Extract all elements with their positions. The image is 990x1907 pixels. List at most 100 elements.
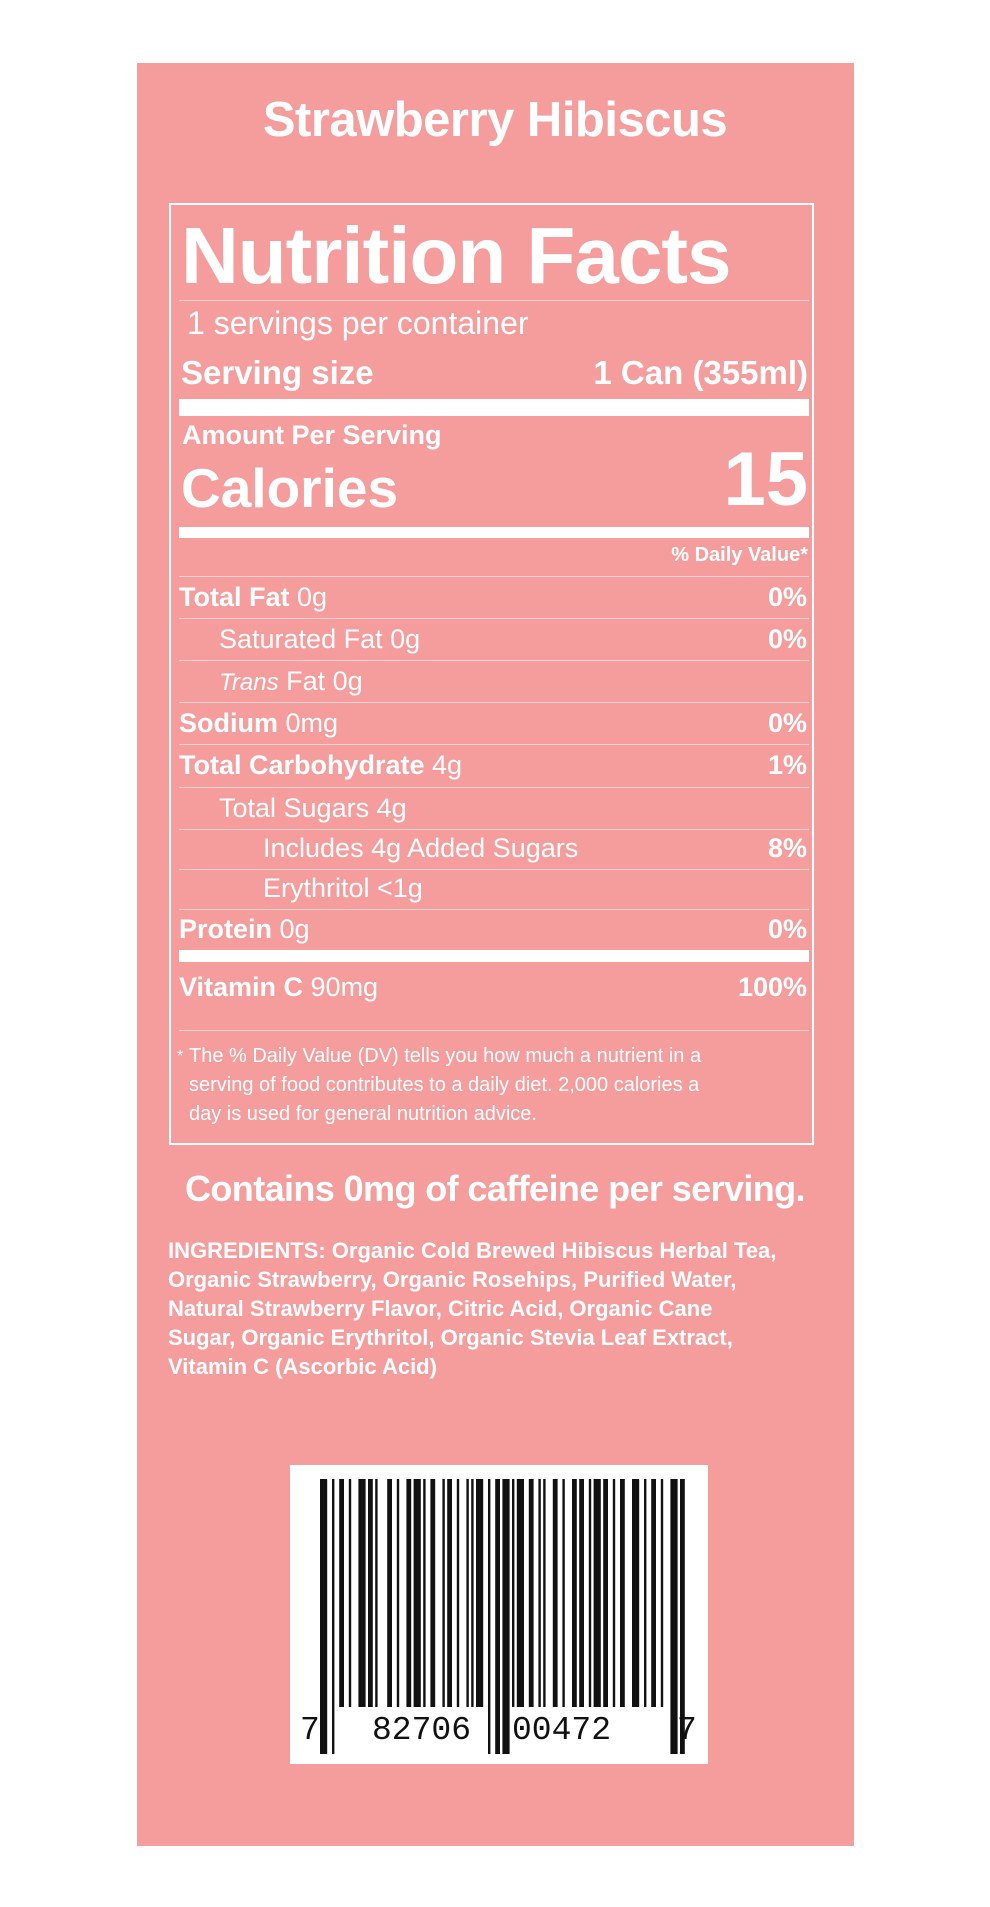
barcode-bar — [488, 1479, 491, 1754]
divider — [179, 702, 809, 703]
barcode-bar — [543, 1479, 546, 1707]
ingredients-list: INGREDIENTS: Organic Cold Brewed Hibiscu… — [168, 1236, 848, 1381]
barcode-bar — [406, 1479, 412, 1707]
barcode-bars — [320, 1479, 685, 1754]
barcode-bar — [562, 1479, 565, 1707]
nutrient-daily-value: 0% — [767, 582, 807, 612]
nutrient-name: Protein 0g — [179, 914, 310, 944]
barcode-bar — [466, 1479, 469, 1707]
barcode-bar — [680, 1479, 685, 1754]
thick-divider — [179, 399, 809, 416]
barcode-bar — [368, 1479, 373, 1707]
barcode-digit-last: 7 — [677, 1712, 697, 1749]
divider — [179, 300, 809, 301]
nutrient-row-total-carbohydrate: Total Carbohydrate 4g 1% — [179, 750, 809, 784]
barcode-bar — [348, 1479, 352, 1707]
barcode-bar — [423, 1479, 426, 1707]
nutrient-row-protein: Protein 0g 0% — [179, 914, 809, 948]
barcode-bar — [495, 1479, 500, 1754]
nutrient-row-total-fat: Total Fat 0g 0% — [179, 582, 809, 616]
caffeine-statement: Contains 0mg of caffeine per serving. — [185, 1168, 806, 1209]
nutrient-daily-value: 0% — [767, 914, 807, 944]
nutrient-row-saturated-fat: Saturated Fat 0g 0% — [179, 624, 809, 658]
serving-size-label: Serving size — [181, 354, 374, 391]
nutrient-row-trans-fat: Trans Fat 0g — [179, 666, 809, 700]
barcode-bar — [476, 1479, 484, 1707]
daily-value-header: % Daily Value* — [671, 544, 808, 566]
barcode-bar — [320, 1479, 328, 1754]
barcode-bar — [512, 1479, 515, 1707]
barcode-bar — [620, 1479, 625, 1707]
nutrition-facts-box — [169, 203, 814, 1145]
barcode-bar — [471, 1479, 474, 1707]
barcode-bar — [603, 1479, 608, 1707]
barcode-bar — [612, 1479, 616, 1707]
barcode-bar — [632, 1479, 640, 1707]
medium-divider — [179, 527, 809, 538]
serving-size-value: 1 Can (355ml) — [593, 354, 808, 391]
barcode-bar — [332, 1479, 335, 1754]
barcode-bar — [447, 1479, 452, 1707]
nutrient-daily-value: 8% — [767, 833, 807, 863]
divider — [179, 829, 809, 830]
nutrient-daily-value: 0% — [767, 624, 807, 654]
nutrient-name: Total Sugars 4g — [219, 793, 407, 823]
nutrient-row-total-sugars: Total Sugars 4g — [179, 793, 809, 827]
medium-divider — [179, 950, 809, 962]
footnote-asterisk: * — [177, 1048, 184, 1065]
nutrient-daily-value: 0% — [767, 708, 807, 738]
barcode-bar — [538, 1479, 541, 1707]
ingredients-line: Organic Strawberry, Organic Rosehips, Pu… — [168, 1267, 737, 1292]
ingredients-line: Sugar, Organic Erythritol, Organic Stevi… — [168, 1325, 733, 1350]
barcode-bar — [552, 1479, 558, 1707]
footnote-line: serving of food contributes to a daily d… — [189, 1074, 700, 1096]
nutrient-name: Trans Fat 0g — [219, 666, 363, 696]
barcode-bar — [528, 1479, 534, 1707]
barcode-bar — [516, 1479, 524, 1707]
divider — [179, 618, 809, 619]
calories-value: 15 — [723, 437, 808, 522]
nutrient-row-added-sugars: Includes 4g Added Sugars 8% — [179, 833, 809, 867]
divider — [179, 869, 809, 870]
nutrient-daily-value: 100% — [737, 972, 807, 1002]
nutrient-row-sodium: Sodium 0mg 0% — [179, 708, 809, 742]
ingredients-line: Vitamin C (Ascorbic Acid) — [168, 1354, 437, 1379]
nutrient-daily-value: 1% — [767, 750, 807, 780]
upc-barcode: 7 82706 00472 7 — [290, 1465, 708, 1764]
barcode-bar — [413, 1479, 421, 1707]
barcode-bar — [396, 1479, 400, 1707]
barcode-bar — [644, 1479, 647, 1707]
barcode-bar — [593, 1479, 601, 1707]
nutrient-name: Total Carbohydrate 4g — [179, 750, 463, 780]
divider — [179, 909, 809, 910]
ingredients-line: Natural Strawberry Flavor, Citric Acid, … — [168, 1296, 713, 1321]
barcode-bar — [588, 1479, 592, 1707]
footnote-line: The % Daily Value (DV) tells you how muc… — [189, 1045, 702, 1067]
barcode-bar — [670, 1479, 678, 1754]
nutrient-row-erythritol: Erythritol <1g — [179, 873, 809, 907]
barcode-bar — [660, 1479, 664, 1707]
divider — [179, 660, 809, 661]
barcode-bar — [375, 1479, 378, 1707]
ingredients-line: INGREDIENTS: Organic Cold Brewed Hibiscu… — [168, 1238, 777, 1263]
barcode-bar — [430, 1479, 436, 1707]
footnote-line: day is used for general nutrition advice… — [189, 1103, 537, 1125]
barcode-bar — [572, 1479, 577, 1707]
barcode-digit-first: 7 — [300, 1712, 320, 1749]
nutrient-name: Includes 4g Added Sugars — [263, 833, 579, 863]
nutrient-row-vitamin-c: Vitamin C 90mg 100% — [179, 972, 809, 1006]
barcode-bar — [579, 1479, 584, 1707]
barcode-bar — [502, 1479, 510, 1754]
nutrient-name: Erythritol <1g — [263, 873, 423, 903]
nutrient-name: Vitamin C 90mg — [179, 972, 379, 1002]
barcode-digits-right: 00472 — [512, 1712, 612, 1749]
barcode-bar — [339, 1479, 344, 1707]
barcode-bar — [456, 1479, 460, 1707]
nutrient-name: Saturated Fat 0g — [219, 624, 421, 654]
barcode-digits-left: 82706 — [372, 1712, 472, 1749]
nutrition-facts-heading: Nutrition Facts — [181, 211, 731, 300]
nutrient-name: Sodium 0mg — [179, 708, 339, 738]
barcode-bar — [358, 1479, 366, 1707]
calories-label: Calories — [181, 457, 399, 519]
barcode-bar — [387, 1479, 392, 1707]
